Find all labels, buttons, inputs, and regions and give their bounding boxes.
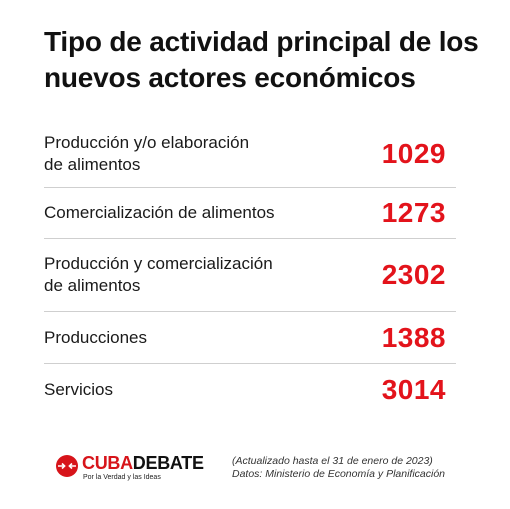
activity-label-line-2: de alimentos — [44, 276, 141, 295]
table-row: Comercialización de alimentos 1273 — [44, 188, 456, 239]
activity-label: Comercialización de alimentos — [44, 202, 344, 224]
activity-label: Producciones — [44, 327, 344, 349]
logo-cuba: CUBA — [82, 453, 133, 473]
activity-label-line-1: Comercialización de alimentos — [44, 203, 275, 222]
activity-label-line-1: Producción y comercialización — [44, 254, 273, 273]
cubadebate-logo: CUBADEBATE Por la Verdad y las Ideas — [55, 452, 205, 486]
table-row: Producción y/o elaboración de alimentos … — [44, 120, 456, 188]
source-notes: (Actualizado hasta el 31 de enero de 202… — [232, 455, 445, 481]
activity-label: Producción y comercialización de aliment… — [44, 253, 344, 297]
logo-tagline: Por la Verdad y las Ideas — [83, 474, 161, 481]
activity-count: 2302 — [381, 259, 446, 290]
activity-label-line-1: Producción y/o elaboración — [44, 132, 250, 152]
logo-debate: DEBATE — [132, 453, 204, 473]
activity-label-line-2: de alimentos — [44, 154, 141, 174]
table-row: Servicios 3014 — [44, 364, 456, 416]
activity-count: 1388 — [381, 321, 446, 353]
activity-count: 3014 — [381, 374, 446, 405]
table-row: Producciones 1388 — [44, 312, 456, 364]
activity-label-line-1: Servicios — [44, 380, 113, 399]
logo-wordmark: CUBADEBATE — [82, 452, 204, 474]
activity-count: 1029 — [381, 137, 446, 169]
chart-title: Tipo de actividad principal de los nuevo… — [44, 26, 479, 93]
activity-label: Producción y/o elaboración de alimentos — [44, 132, 344, 176]
activity-table: Producción y/o elaboración de alimentos … — [44, 120, 456, 416]
activity-count: 1273 — [381, 197, 446, 228]
source-note: Datos: Ministerio de Economía y Planific… — [232, 468, 446, 480]
update-note: (Actualizado hasta el 31 de enero de 202… — [232, 455, 433, 467]
table-row: Producción y comercialización de aliment… — [44, 239, 456, 312]
cubadebate-logo-icon — [56, 455, 78, 477]
activity-label: Servicios — [44, 379, 344, 401]
activity-label-line-1: Producciones — [44, 327, 148, 347]
